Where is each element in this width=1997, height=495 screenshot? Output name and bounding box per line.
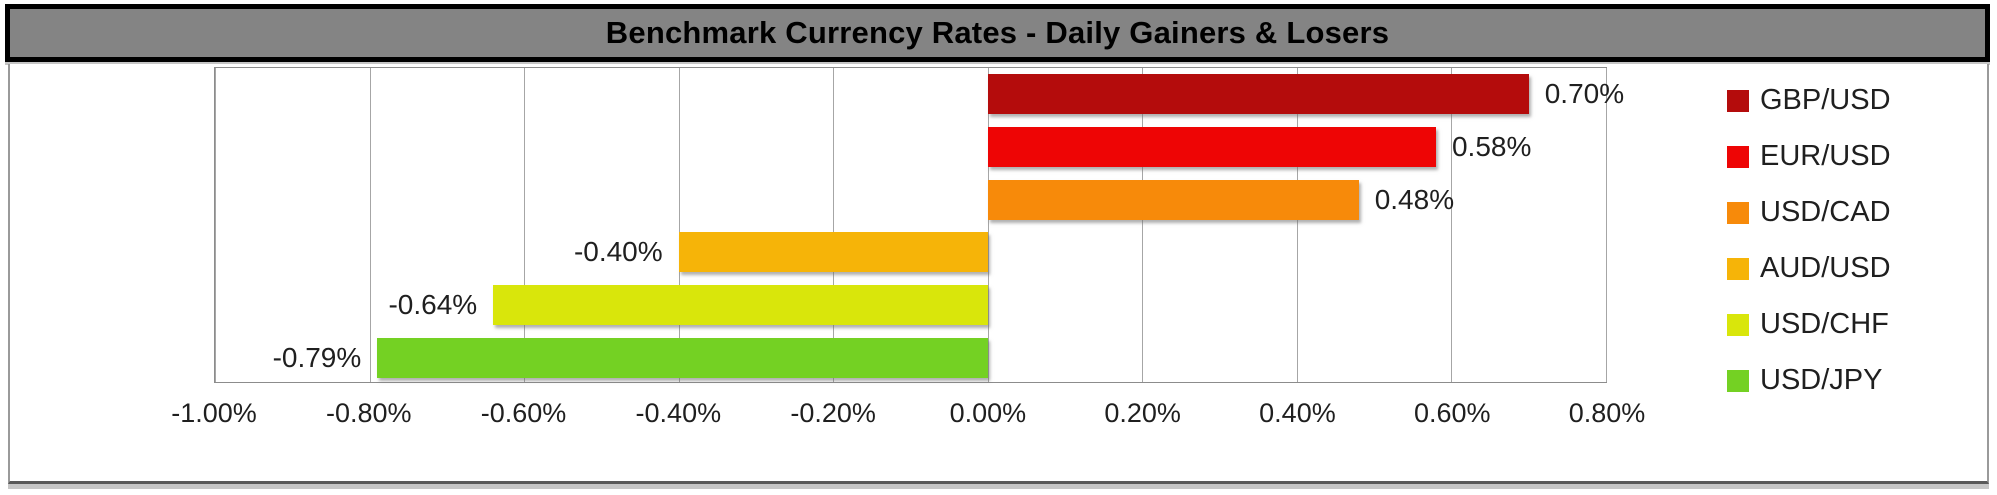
x-tick-label: -1.00% (171, 398, 257, 428)
gridline (1451, 68, 1453, 382)
bar-value-label: -0.79% (272, 341, 362, 373)
bar-value-label: -0.40% (573, 236, 663, 268)
legend-item-usd-cad: USD/CAD (1727, 196, 1891, 228)
x-tick-label: 0.20% (1104, 398, 1181, 428)
legend-item-eur-usd: EUR/USD (1727, 140, 1891, 172)
legend-color-swatch-icon (1727, 313, 1749, 336)
gridline (1296, 68, 1298, 382)
x-tick-label: -0.20% (790, 398, 876, 428)
legend-item-usd-jpy: USD/JPY (1727, 364, 1891, 396)
bar-usd-jpy (377, 337, 988, 378)
bar-value-label: 0.70% (1544, 78, 1625, 110)
gridline (215, 68, 216, 382)
gridline (524, 68, 526, 382)
legend-label: USD/CHF (1760, 308, 1889, 340)
legend-label: EUR/USD (1760, 140, 1891, 172)
legend-color-swatch-icon (1727, 89, 1749, 112)
legend-label: USD/CAD (1760, 196, 1891, 228)
plot-area: 0.70% 0.58% 0.48% -0.40% -0.64% -0.79% (214, 67, 1624, 383)
gridline (1606, 68, 1607, 382)
bar-usd-chf (493, 285, 988, 325)
bar-aud-usd (678, 232, 988, 273)
bar-eur-usd (987, 127, 1436, 167)
bar-value-label: 0.48% (1374, 183, 1455, 215)
legend-color-swatch-icon (1727, 145, 1749, 168)
x-tick-label: 0.80% (1568, 398, 1646, 428)
legend-item-usd-chf: USD/CHF (1727, 308, 1891, 340)
legend-color-swatch-icon (1727, 257, 1749, 280)
gridline (987, 68, 989, 382)
chart-region: 0.70% 0.58% 0.48% -0.40% -0.64% -0.79% -1.00%… (8, 64, 1989, 484)
x-axis: -1.00% -0.80% -0.60% -0.40% -0.20% 0.00% 0.20%… (171, 398, 1645, 434)
bar-value-label: 0.58% (1451, 131, 1532, 162)
legend-item-gbp-usd: GBP/USD (1727, 84, 1891, 116)
legend: GBP/USD EUR/USD USD/CAD AUD/USD USD/CHF USD/J… (1727, 84, 1891, 396)
gridline (369, 68, 371, 382)
bar-usd-cad (987, 179, 1359, 220)
x-tick-label: -0.40% (635, 398, 722, 428)
legend-color-swatch-icon (1727, 369, 1749, 392)
legend-label: GBP/USD (1760, 84, 1891, 116)
bar-value-label: -0.64% (388, 289, 478, 320)
x-tick-label: 0.60% (1413, 398, 1491, 428)
legend-item-aud-usd: AUD/USD (1727, 252, 1891, 284)
gridline (1142, 68, 1144, 382)
chart-title: Benchmark Currency Rates - Daily Gainers… (605, 15, 1390, 50)
legend-color-swatch-icon (1727, 201, 1749, 224)
x-tick-label: -0.60% (480, 398, 567, 428)
legend-label: AUD/USD (1760, 252, 1891, 284)
gridline (678, 68, 680, 382)
legend-label: USD/JPY (1760, 364, 1883, 396)
bar-gbp-usd (987, 74, 1529, 115)
chart-title-bar: Benchmark Currency Rates - Daily Gainers… (5, 4, 1990, 62)
x-tick-label: -0.80% (325, 398, 412, 428)
gridline (833, 68, 835, 382)
x-tick-label: 0.40% (1259, 398, 1336, 428)
x-tick-label: 0.00% (949, 398, 1027, 428)
